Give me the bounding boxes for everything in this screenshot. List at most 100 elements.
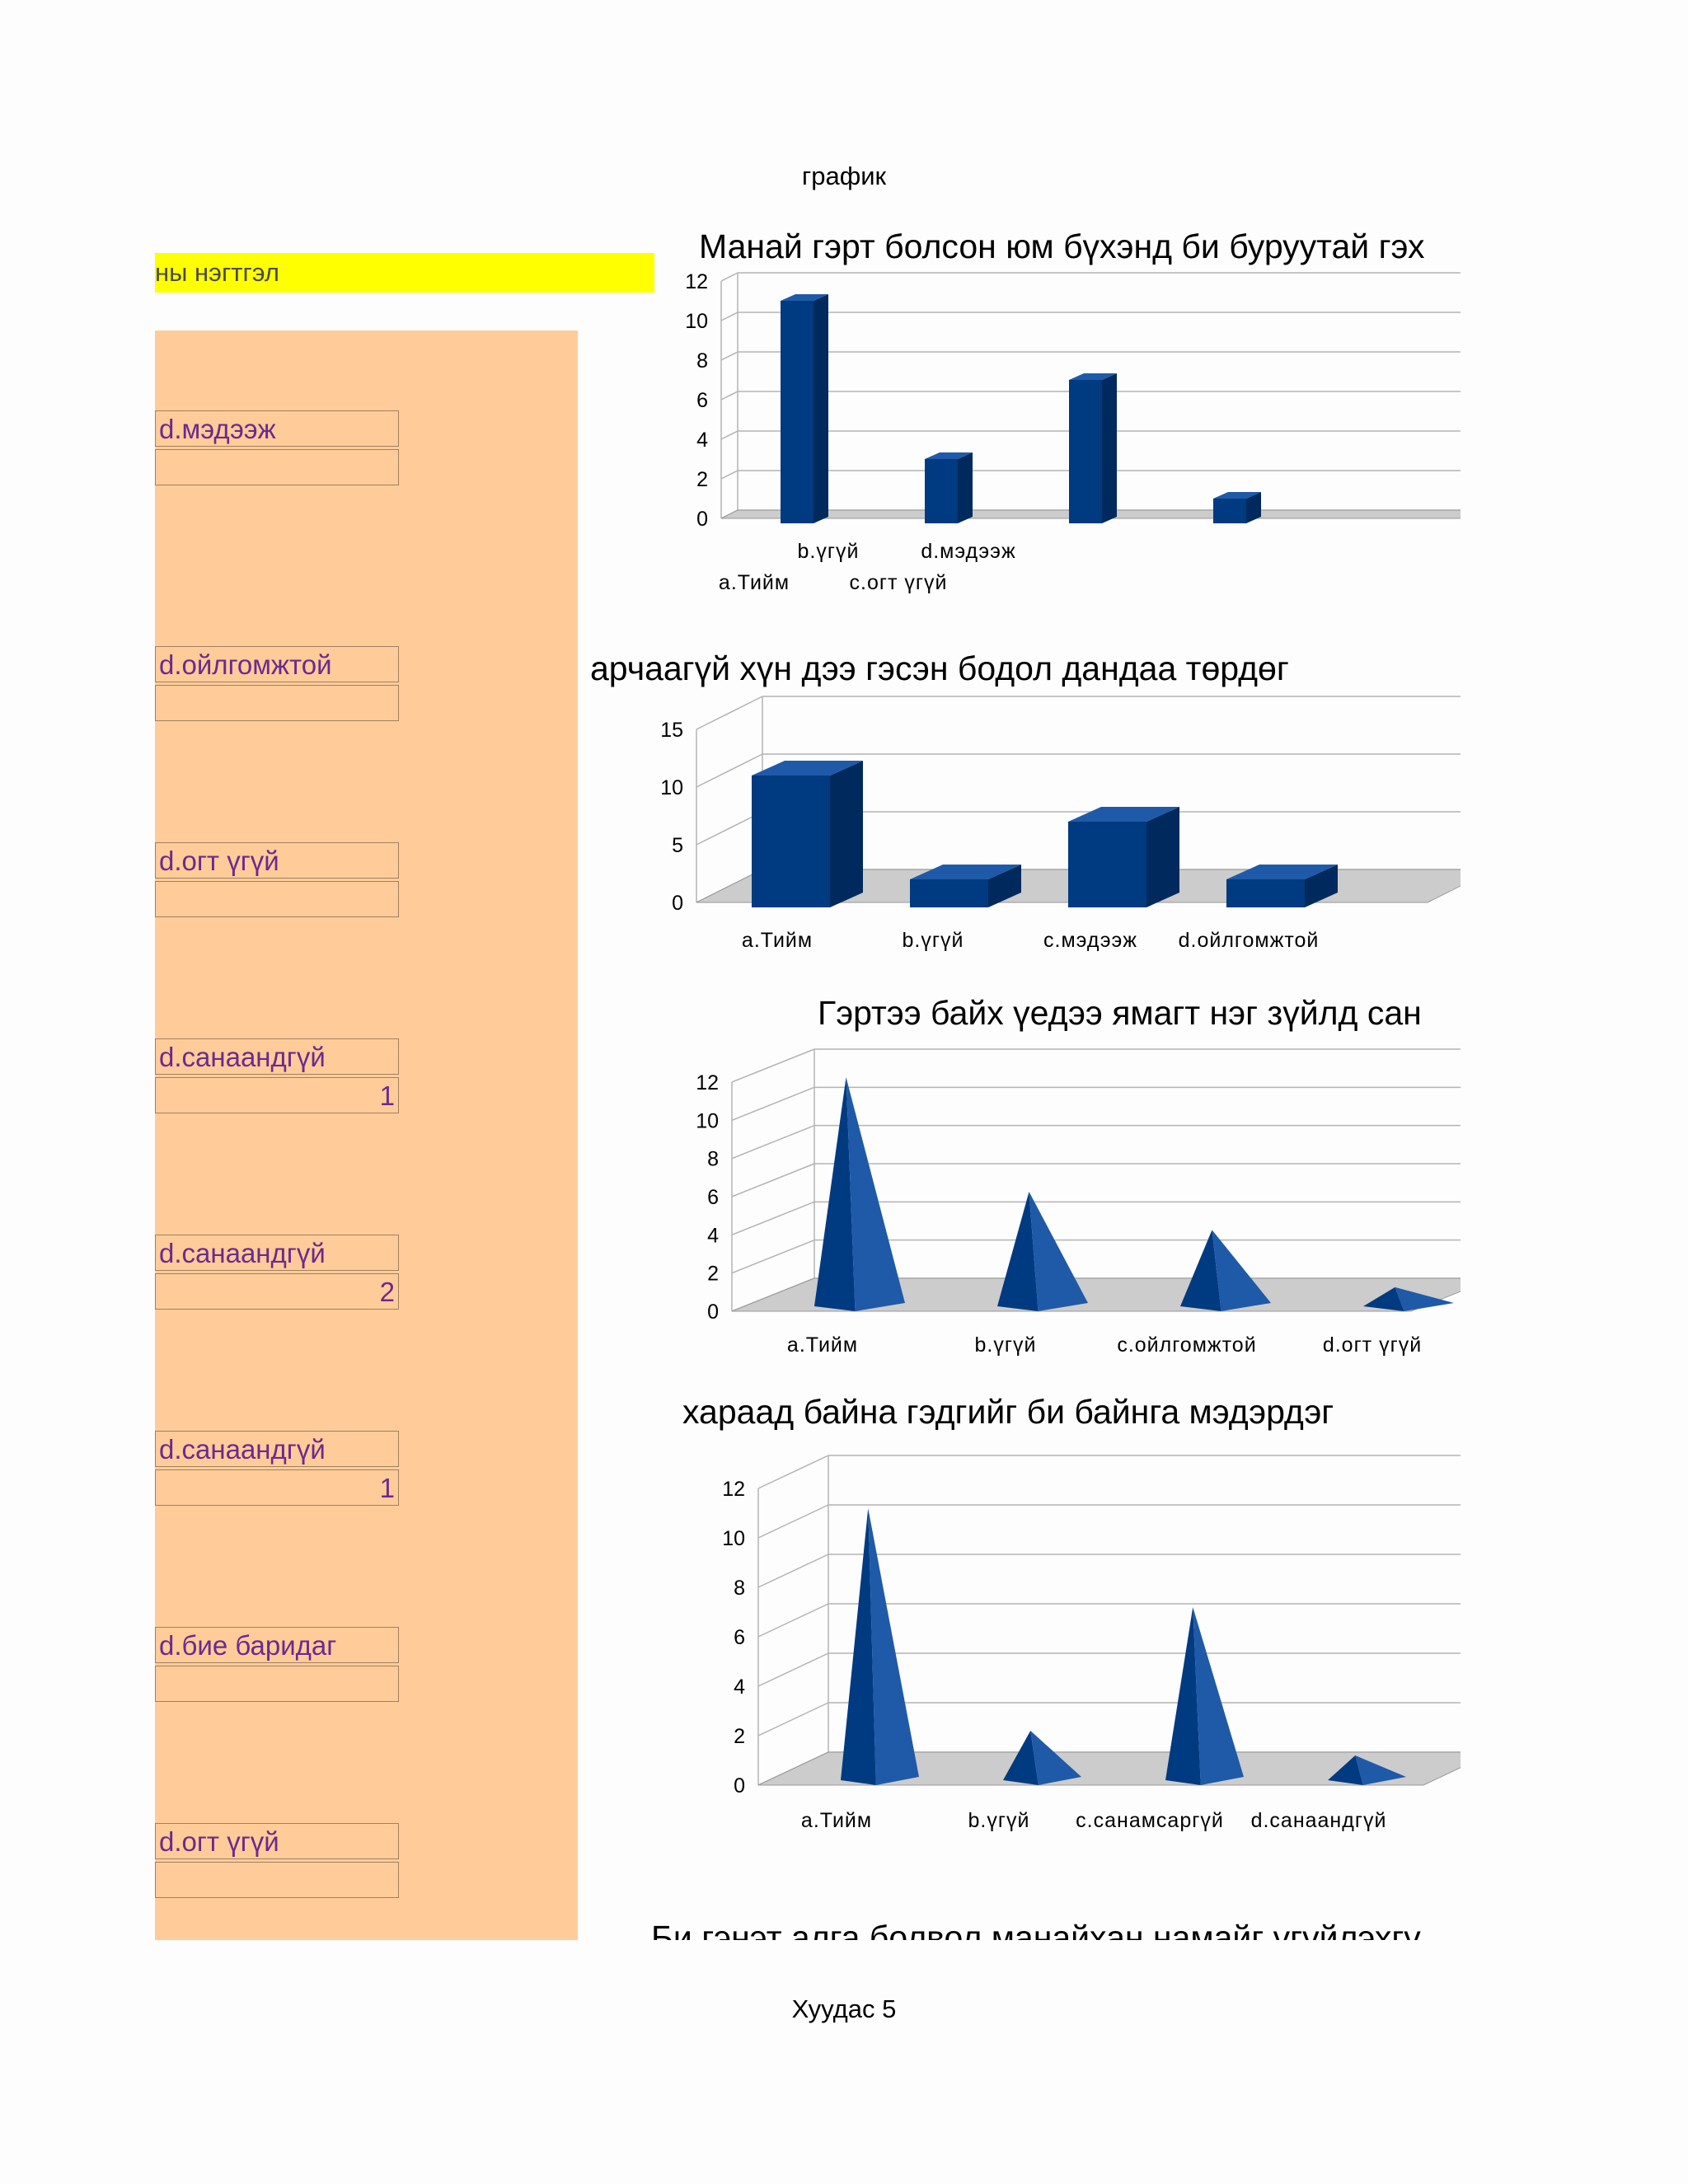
bar-top	[1226, 865, 1338, 879]
value-cell	[155, 1862, 399, 1898]
y-tick-label: 2	[696, 468, 708, 491]
x-category-label: b.үгүй	[903, 929, 964, 952]
chart-title: Манай гэрт болсон юм бүхэнд би буруутай …	[699, 227, 1425, 265]
bar-top	[1213, 492, 1261, 499]
answer-cell: d.бие баридаг	[155, 1627, 399, 1663]
gridline-side	[757, 1702, 829, 1736]
value-cell	[155, 881, 399, 917]
x-category-label: a.Тийм	[719, 571, 790, 594]
chart-floor	[731, 1277, 1461, 1312]
y-tick-label: 0	[707, 1301, 719, 1324]
chart-title: хараад байна гэдгийг би байнга мэдэрдэг	[682, 1393, 1334, 1431]
y-tick-label: 6	[696, 389, 708, 412]
bar	[1226, 879, 1305, 907]
cone-bar-side	[1030, 1731, 1081, 1785]
y-tick-label: 0	[734, 1774, 745, 1797]
y-tick-label: 8	[707, 1148, 719, 1171]
chart-2-container: арчаагүй хүн дээ гэсэн бодол дандаа төрд…	[577, 639, 1461, 968]
chart-title: арчаагүй хүн дээ гэсэн бодол дандаа төрд…	[590, 649, 1289, 687]
y-tick-label: 4	[734, 1675, 745, 1699]
value-cell	[155, 449, 399, 485]
y-tick-label: 0	[672, 892, 683, 915]
cone-bar-side	[846, 1077, 905, 1311]
bar-top	[1068, 807, 1179, 822]
answer-cell: d.санаандгүй	[155, 1235, 399, 1271]
bar-top	[925, 452, 973, 459]
value-cell: 2	[155, 1273, 399, 1310]
cone-bar	[1363, 1286, 1404, 1311]
bar-side	[1146, 807, 1179, 907]
bar	[1068, 822, 1146, 907]
x-category-label: a.Тийм	[787, 1333, 858, 1357]
y-tick-label: 4	[707, 1224, 719, 1247]
y-tick-label: 4	[696, 429, 708, 452]
x-category-label: c.санамсаргүй	[1076, 1809, 1224, 1832]
bar-side	[814, 294, 828, 523]
gridline-side	[731, 1124, 815, 1160]
y-tick-label: 0	[696, 508, 708, 531]
bar-top	[752, 761, 863, 776]
y-tick-label: 12	[685, 270, 708, 293]
gridline-side	[731, 1048, 815, 1083]
page-header: график	[801, 162, 887, 190]
bar	[1213, 499, 1246, 523]
chart-5: Би гэнэт алга болвол манайхан намайг үгү…	[651, 1919, 1421, 1940]
gridline-side	[696, 696, 763, 730]
cone-bar-side	[1193, 1607, 1244, 1785]
x-category-label: a.Тийм	[742, 929, 813, 952]
chart-3: Гэртээ байх үедээ ямагт нэг зүйлд сан 0 2 4…	[696, 994, 1461, 1357]
x-category-label: d.мэдээж	[921, 540, 1015, 563]
bar-side	[1246, 492, 1261, 523]
summary-panel	[155, 330, 578, 1940]
bar	[925, 459, 958, 523]
chart-3-container: Гэртээ байх үедээ ямагт нэг зүйлд сан 0 2 4…	[577, 985, 1461, 1372]
x-category-label: b.үгүй	[798, 540, 860, 563]
bar	[1069, 380, 1102, 523]
y-tick-label: 10	[722, 1527, 745, 1550]
cone-bar	[1003, 1731, 1039, 1785]
y-tick-label: 15	[660, 719, 683, 742]
chart-1: Манай гэрт болсон юм бүхэнд би буруутай …	[685, 227, 1461, 594]
gridline-side	[720, 272, 738, 282]
chart-2: арчаагүй хүн дээ гэсэн бодол дандаа төрд…	[590, 649, 1461, 952]
y-tick-label: 6	[734, 1626, 745, 1649]
chart-5-container: Би гэнэт алга болвол манайхан намайг үгү…	[643, 1904, 1461, 1940]
x-category-label: d.санаандгүй	[1251, 1809, 1387, 1832]
y-tick-label: 5	[672, 834, 683, 857]
gridline-side	[720, 391, 738, 401]
gridline-side	[720, 312, 738, 321]
x-category-label: c.ойлгомжтой	[1117, 1333, 1256, 1357]
bar-side	[988, 865, 1021, 907]
value-cell	[155, 685, 399, 721]
page-footer: Хуудас 5	[791, 1994, 897, 2023]
y-tick-label: 2	[734, 1725, 745, 1748]
value-cell: 1	[155, 1077, 399, 1113]
value-cell	[155, 1666, 399, 1702]
bar-top	[781, 294, 828, 301]
answer-cell: d.ойлгомжтой	[155, 646, 399, 682]
cone-bar	[814, 1077, 856, 1311]
x-category-label: c.огт үгүй	[850, 571, 948, 594]
bar	[752, 776, 830, 907]
answer-cell: d.огт үгүй	[155, 842, 399, 879]
cone-bar-side	[1395, 1286, 1454, 1311]
bar-side	[1305, 865, 1338, 907]
chart-title: Гэртээ байх үедээ ямагт нэг зүйлд сан	[818, 994, 1422, 1032]
gridline-side	[757, 1504, 829, 1539]
summary-header-text: ны нэгтгэл	[155, 258, 279, 287]
gridline-side	[731, 1086, 815, 1122]
chart-4-container: хараад байна гэдгийг би байнга мэдэрдэг 0…	[577, 1389, 1461, 1842]
gridline-side	[731, 1201, 815, 1236]
x-category-label: c.мэдээж	[1043, 929, 1137, 952]
gridline-side	[731, 1163, 815, 1197]
bar-top	[1069, 373, 1117, 380]
gridline-side	[757, 1652, 829, 1687]
bar-top	[910, 865, 1021, 879]
x-category-label: a.Тийм	[801, 1809, 872, 1832]
y-tick-label: 6	[707, 1186, 719, 1209]
y-tick-label: 12	[696, 1071, 719, 1094]
cone-bar	[997, 1192, 1039, 1311]
y-tick-label: 8	[734, 1577, 745, 1600]
gridline-side	[696, 753, 763, 788]
cone-bar-side	[868, 1508, 919, 1785]
